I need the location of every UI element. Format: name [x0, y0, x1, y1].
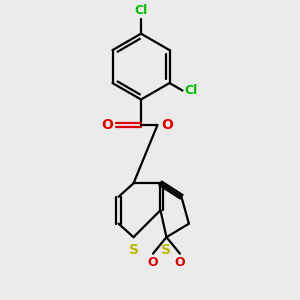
Text: O: O: [161, 118, 173, 132]
Text: Cl: Cl: [184, 84, 198, 97]
Text: O: O: [102, 118, 113, 132]
Text: O: O: [148, 256, 158, 269]
Text: Cl: Cl: [134, 4, 148, 16]
Text: O: O: [175, 256, 185, 269]
Text: S: S: [161, 242, 172, 256]
Text: S: S: [128, 242, 139, 256]
